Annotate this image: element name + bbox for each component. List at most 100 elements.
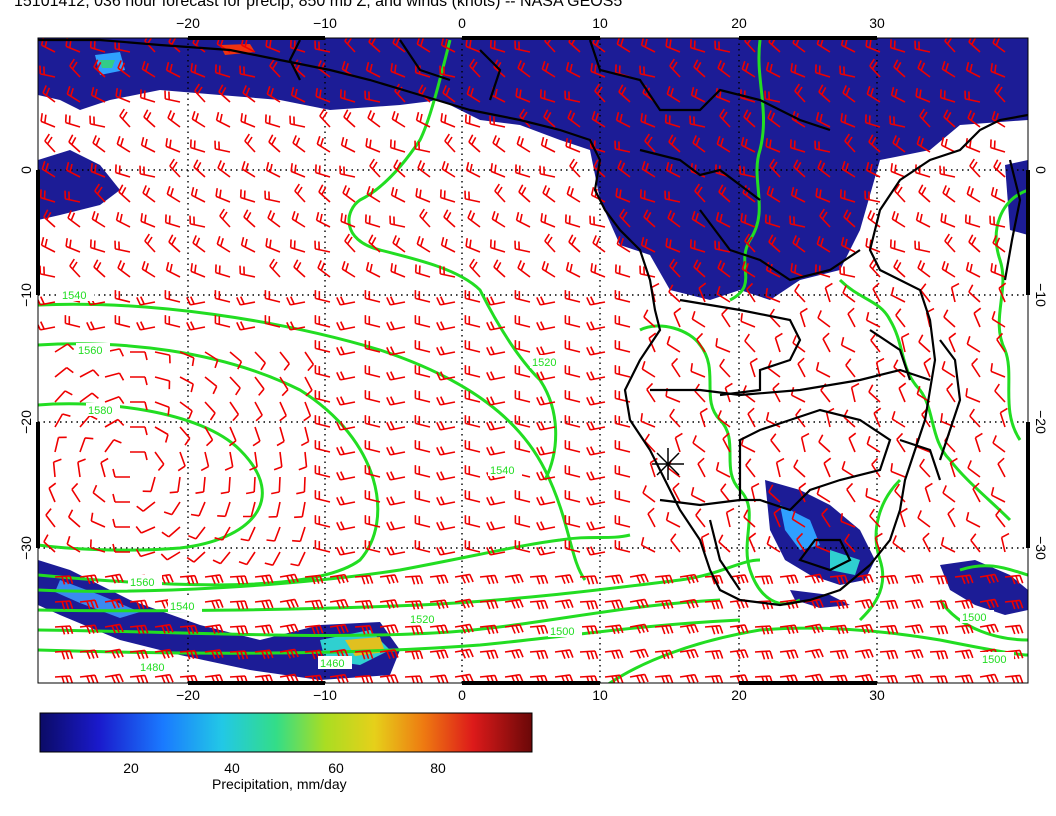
wind-barb: [536, 521, 556, 531]
wind-barb: [43, 209, 56, 228]
wind-barb: [436, 446, 456, 456]
wind-barb: [443, 209, 456, 228]
wind-barb: [565, 62, 581, 78]
wind-barb: [766, 185, 781, 203]
wind-barb: [130, 376, 148, 386]
wind-barb: [918, 334, 931, 353]
contour-label: 1520: [410, 614, 434, 626]
wind-barb: [486, 321, 506, 331]
wind-barb: [695, 508, 706, 528]
wind-barb: [566, 185, 581, 203]
wind-barb: [365, 262, 381, 278]
wind-barb: [765, 138, 781, 153]
wind-barb: [779, 674, 799, 683]
wind-barb: [245, 476, 256, 495]
wind-barb: [454, 648, 474, 659]
wind-barb: [436, 296, 456, 306]
wind-barb: [864, 190, 881, 203]
wind-barb: [204, 599, 224, 609]
wind-barb: [604, 649, 624, 660]
wind-barb: [90, 512, 106, 528]
wind-barb: [900, 332, 910, 353]
wind-barb: [228, 426, 237, 447]
wind-barb: [889, 115, 906, 128]
wind-barb: [515, 212, 531, 228]
wind-barb: [740, 137, 756, 153]
wind-barb: [264, 315, 281, 328]
wind-barb: [69, 258, 81, 278]
wind-barb: [775, 457, 785, 478]
wind-barb: [493, 259, 506, 278]
wind-barb: [104, 372, 125, 381]
wind-barb: [544, 233, 556, 253]
wind-barb: [304, 351, 315, 372]
wind-barb: [142, 185, 156, 203]
wind-barb: [845, 358, 856, 378]
wind-barb: [318, 184, 331, 203]
wind-barb: [540, 213, 556, 228]
wind-barb: [154, 573, 174, 584]
wind-barb: [336, 471, 356, 481]
wind-barb: [54, 413, 71, 428]
wind-barb: [865, 162, 881, 178]
wind-barb: [564, 290, 581, 303]
wind-barb: [298, 451, 308, 471]
wind-barb: [229, 675, 249, 683]
wind-barb: [289, 115, 306, 128]
wind-barb: [440, 38, 456, 53]
wind-barb: [643, 209, 656, 228]
wind-barb: [619, 208, 631, 228]
wind-barb: [904, 674, 924, 683]
wind-barb: [414, 315, 431, 328]
wind-barb: [314, 540, 331, 553]
wind-barb: [749, 357, 758, 378]
wind-barb: [364, 390, 381, 403]
wind-barb: [940, 537, 956, 553]
wind-barb: [504, 648, 524, 659]
wind-barb: [364, 415, 381, 428]
wind-barb: [160, 551, 181, 561]
wind-barb: [579, 600, 599, 610]
wind-barb: [154, 623, 174, 634]
wind-barb: [296, 476, 306, 495]
wind-barb: [586, 496, 606, 506]
wind-barb: [554, 649, 574, 659]
wind-barb: [343, 109, 356, 128]
wind-barb: [768, 234, 781, 253]
wind-barb: [64, 114, 81, 128]
wind-barb: [204, 426, 214, 447]
wind-barb: [536, 371, 556, 381]
wind-barb: [419, 208, 431, 228]
wind-barb: [304, 574, 324, 585]
wind-barb: [189, 215, 206, 228]
wind-barb: [165, 138, 181, 153]
lon-tick-label: 30: [869, 15, 885, 31]
wind-barb: [714, 240, 731, 253]
wind-barb: [115, 88, 131, 103]
wind-barb: [873, 407, 882, 428]
contour-labels: 1540 1560 1580 1520 1540 1560 1540 1520 …: [60, 288, 1014, 674]
wind-barb: [965, 262, 981, 278]
wind-barb: [979, 673, 999, 683]
wind-barb: [329, 673, 349, 683]
wind-barb: [100, 457, 109, 478]
wind-barb: [129, 599, 149, 610]
wind-barb: [942, 485, 956, 503]
wind-barb: [279, 401, 287, 422]
wind-barb: [979, 598, 999, 609]
wind-barb: [286, 321, 306, 331]
wind-barb: [379, 649, 399, 659]
wind-barb: [79, 624, 99, 635]
wind-barb: [869, 508, 881, 528]
wind-barb: [674, 432, 683, 453]
wind-barb: [854, 623, 874, 634]
wind-barb: [140, 213, 156, 228]
wind-barb: [567, 110, 581, 128]
wind-barb: [796, 532, 806, 553]
colorbar-tick-label: 80: [430, 760, 446, 776]
wind-barb: [904, 574, 924, 584]
wind-barb: [214, 315, 231, 328]
wind-barb: [71, 482, 81, 503]
wind-barb: [190, 501, 206, 517]
wind-barb: [168, 234, 181, 253]
